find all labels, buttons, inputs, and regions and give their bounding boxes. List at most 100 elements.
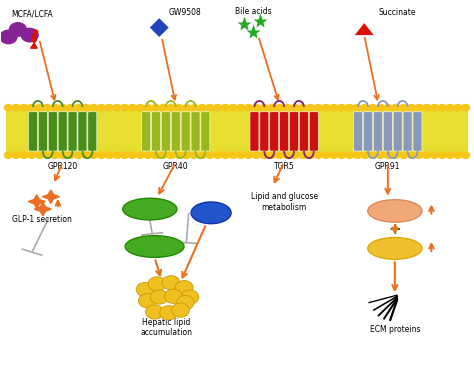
Circle shape [191,104,199,111]
Circle shape [182,152,191,158]
Polygon shape [42,190,59,204]
Text: TGR5: TGR5 [274,162,294,171]
Circle shape [27,104,36,111]
Circle shape [299,152,307,158]
Circle shape [275,104,283,111]
Circle shape [237,152,245,158]
FancyBboxPatch shape [181,112,190,151]
FancyBboxPatch shape [161,112,170,151]
Circle shape [43,104,51,111]
Circle shape [66,104,74,111]
Circle shape [66,152,74,158]
Text: Col-I: Col-I [384,207,406,215]
Circle shape [164,289,182,303]
Circle shape [146,305,164,319]
Circle shape [59,104,67,111]
Circle shape [307,152,315,158]
FancyBboxPatch shape [142,112,151,151]
Text: +: + [389,222,401,237]
FancyBboxPatch shape [403,112,412,151]
Circle shape [237,104,245,111]
Circle shape [159,152,167,158]
FancyBboxPatch shape [48,112,57,151]
Circle shape [4,104,12,111]
Circle shape [229,104,237,111]
Circle shape [150,290,168,304]
Circle shape [221,152,229,158]
Circle shape [268,152,276,158]
Circle shape [43,152,51,158]
Circle shape [152,152,160,158]
Circle shape [181,290,199,304]
Circle shape [438,104,447,111]
Text: LXR: LXR [202,208,220,217]
Circle shape [438,152,447,158]
Circle shape [407,104,415,111]
FancyBboxPatch shape [88,112,97,151]
Circle shape [322,104,330,111]
Circle shape [144,104,152,111]
Circle shape [136,152,144,158]
Circle shape [346,152,353,158]
Circle shape [245,152,253,158]
Circle shape [51,104,59,111]
Circle shape [423,104,431,111]
Circle shape [175,104,183,111]
Circle shape [229,152,237,158]
Circle shape [369,152,376,158]
Text: Bile acids: Bile acids [235,8,272,16]
Circle shape [159,104,167,111]
FancyBboxPatch shape [38,112,47,151]
Circle shape [113,104,121,111]
Circle shape [74,104,82,111]
Ellipse shape [368,238,422,259]
Circle shape [138,294,156,308]
Circle shape [136,104,144,111]
Circle shape [214,104,222,111]
Circle shape [113,152,121,158]
Ellipse shape [191,202,231,224]
Circle shape [337,104,346,111]
FancyBboxPatch shape [58,112,67,151]
Bar [6,110,468,153]
Ellipse shape [368,200,422,222]
Circle shape [252,104,260,111]
Circle shape [105,152,113,158]
Circle shape [82,104,90,111]
Circle shape [268,104,276,111]
Circle shape [214,152,222,158]
Text: GW9508: GW9508 [169,8,201,17]
Circle shape [20,152,28,158]
Ellipse shape [123,198,177,220]
Circle shape [182,104,191,111]
Circle shape [4,152,12,158]
Circle shape [430,152,438,158]
Circle shape [191,152,199,158]
Circle shape [376,152,384,158]
FancyBboxPatch shape [310,112,318,151]
Text: GPR40: GPR40 [163,162,189,171]
Circle shape [128,104,137,111]
Circle shape [346,104,353,111]
Circle shape [392,104,400,111]
Circle shape [322,152,330,158]
Circle shape [136,282,154,297]
Circle shape [423,152,431,158]
Circle shape [415,104,423,111]
Circle shape [0,30,17,44]
Circle shape [400,104,408,111]
Circle shape [167,152,175,158]
Circle shape [462,152,470,158]
Text: Succinate: Succinate [378,8,416,17]
Circle shape [384,104,392,111]
FancyBboxPatch shape [171,112,180,151]
Circle shape [369,104,376,111]
Circle shape [353,152,361,158]
FancyBboxPatch shape [191,112,200,151]
Circle shape [90,152,98,158]
Text: GPR120: GPR120 [47,162,78,171]
Polygon shape [28,195,45,208]
Circle shape [361,152,369,158]
Circle shape [462,104,470,111]
Circle shape [144,152,152,158]
